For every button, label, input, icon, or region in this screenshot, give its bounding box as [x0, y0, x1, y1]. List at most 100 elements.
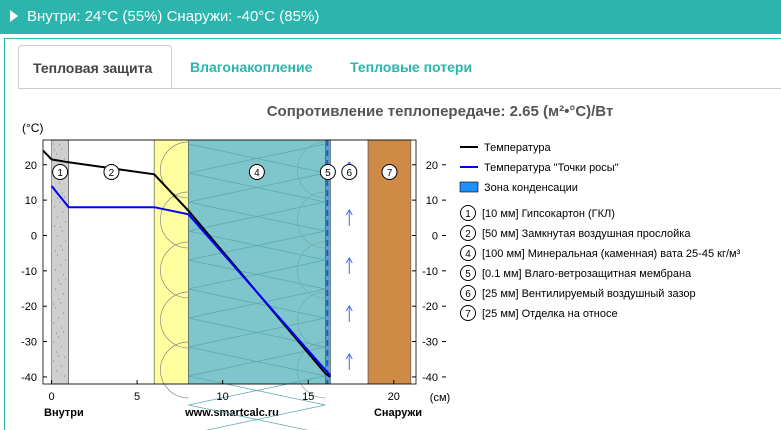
x-axis-label: (см)	[430, 392, 450, 404]
gypsum-speckle	[55, 370, 58, 372]
insulation-arc	[160, 241, 189, 299]
inside-label: Внутри	[44, 407, 84, 419]
gypsum-speckle	[61, 249, 64, 251]
wool-fiber-line	[188, 201, 326, 261]
layer-badge	[52, 164, 69, 180]
gypsum-speckle	[57, 279, 60, 281]
legend-layer-badge-number: 5	[465, 269, 471, 280]
gypsum-speckle	[61, 211, 64, 213]
insulation-arc	[160, 191, 189, 249]
gypsum-speckle	[55, 351, 58, 353]
gypsum-speckle	[56, 235, 59, 237]
gypsum-speckle	[54, 307, 57, 309]
legend-layer-badge	[460, 205, 476, 221]
insulation-arc	[160, 141, 189, 199]
gypsum-speckle	[60, 365, 63, 367]
y-tick-label: -30	[21, 337, 37, 349]
layer-badge-number: 6	[346, 168, 352, 179]
insulation-arc	[296, 291, 326, 349]
layer-badge	[341, 164, 358, 180]
ventilation-arrow-icon	[345, 353, 353, 360]
gypsum-speckle	[60, 327, 63, 329]
wool-fiber-line	[188, 317, 326, 377]
insulation-arc	[296, 241, 326, 299]
y-tick-label: 0	[31, 230, 37, 242]
outside-label: Снаружи	[374, 407, 422, 419]
legend-layer-badge	[460, 285, 476, 301]
insulation-arc	[296, 341, 326, 399]
legend-dewpoint-label: Температура "Точки росы"	[484, 162, 619, 174]
gypsum-speckle	[61, 230, 64, 232]
gypsum-speckle	[62, 274, 65, 276]
legend-layer-description: [25 мм] Вентилируемый воздушный зазор	[482, 288, 696, 300]
legend-layer-badge	[460, 245, 476, 261]
y-tick-label-right: -20	[422, 301, 438, 313]
gypsum-speckle	[63, 158, 66, 160]
gypsum-speckle	[52, 303, 55, 305]
insulation-arc	[160, 341, 189, 399]
insulation-arc	[160, 291, 189, 349]
x-tick-label: 5	[134, 391, 140, 403]
gypsum-speckle	[55, 332, 58, 334]
y-tick-label-right: -40	[422, 372, 438, 384]
gypsum-speckle	[59, 226, 62, 228]
expand-arrow-icon[interactable]	[10, 10, 18, 22]
plot-frame	[42, 139, 417, 385]
gypsum-speckle	[60, 346, 63, 348]
wool-fiber-line	[188, 259, 326, 319]
climate-summary-bar[interactable]: Внутри: 24°C (55%) Снаружи: -40°C (85%)	[0, 0, 781, 34]
y-tick-label-right: 20	[426, 160, 438, 172]
legend-layer-badge-number: 7	[465, 309, 471, 320]
insulation-arc	[296, 191, 326, 249]
gypsum-speckle	[63, 196, 66, 198]
wool-fiber-line	[188, 317, 326, 377]
tab-moisture-accumulation[interactable]: Влагонакопление	[190, 59, 313, 75]
ventilation-arrow-icon	[345, 257, 353, 264]
x-tick-label: 0	[48, 391, 54, 403]
legend-layer-description: [0.1 мм] Влаго-ветрозащитная мембрана	[482, 268, 692, 280]
gypsum-speckle	[54, 269, 57, 271]
legend-layer-badge	[460, 305, 476, 321]
layer-badge-number: 2	[109, 168, 115, 179]
legend-layer-description: [50 мм] Замкнутая воздушная прослойка	[482, 228, 691, 240]
climate-summary-text: Внутри: 24°C (55%) Снаружи: -40°C (85%)	[27, 8, 320, 25]
tab-thermal-protection[interactable]: Тепловая защита	[18, 45, 172, 89]
legend-condensation-label: Зона конденсации	[484, 182, 578, 194]
gypsum-speckle	[64, 240, 67, 242]
legend-layer-description: [25 мм] Отделка на относе	[482, 308, 618, 320]
y-tick-label: -40	[21, 372, 37, 384]
gypsum-speckle	[57, 336, 60, 338]
gypsum-speckle	[57, 298, 60, 300]
layer-badge-number: 4	[254, 168, 260, 179]
content-panel	[4, 38, 781, 430]
y-axis-label: (°C)	[22, 121, 43, 135]
gypsum-speckle	[61, 192, 64, 194]
x-tick-label: 15	[302, 391, 314, 403]
x-tick-label: 10	[217, 391, 229, 403]
gypsum-speckle	[56, 254, 59, 256]
gypsum-speckle	[63, 375, 66, 377]
tab-underline	[18, 88, 781, 89]
gypsum-speckle	[64, 221, 67, 223]
gypsum-speckle	[53, 206, 56, 208]
gypsum-speckle	[64, 259, 67, 261]
gypsum-speckle	[58, 144, 61, 146]
layer-badge-number: 5	[325, 168, 331, 179]
gypsum-speckle	[59, 264, 62, 266]
legend-layer-badge-number: 6	[465, 289, 471, 300]
gypsum-speckle	[59, 245, 62, 247]
y-tick-label: -20	[21, 301, 37, 313]
layer-badge-number: 7	[387, 168, 393, 179]
x-tick-label: 20	[388, 391, 400, 403]
gypsum-speckle	[57, 355, 60, 357]
legend-layer-badge	[460, 225, 476, 241]
gypsum-speckle	[62, 331, 65, 333]
wool-fiber-line	[188, 143, 326, 203]
wool-fiber-line	[188, 259, 326, 319]
ventilation-arrow-icon	[345, 305, 353, 312]
y-tick-label: 20	[25, 160, 37, 172]
gypsum-speckle	[59, 283, 62, 285]
gypsum-speckle	[53, 225, 56, 227]
tab-heat-loss[interactable]: Тепловые потери	[350, 59, 473, 75]
